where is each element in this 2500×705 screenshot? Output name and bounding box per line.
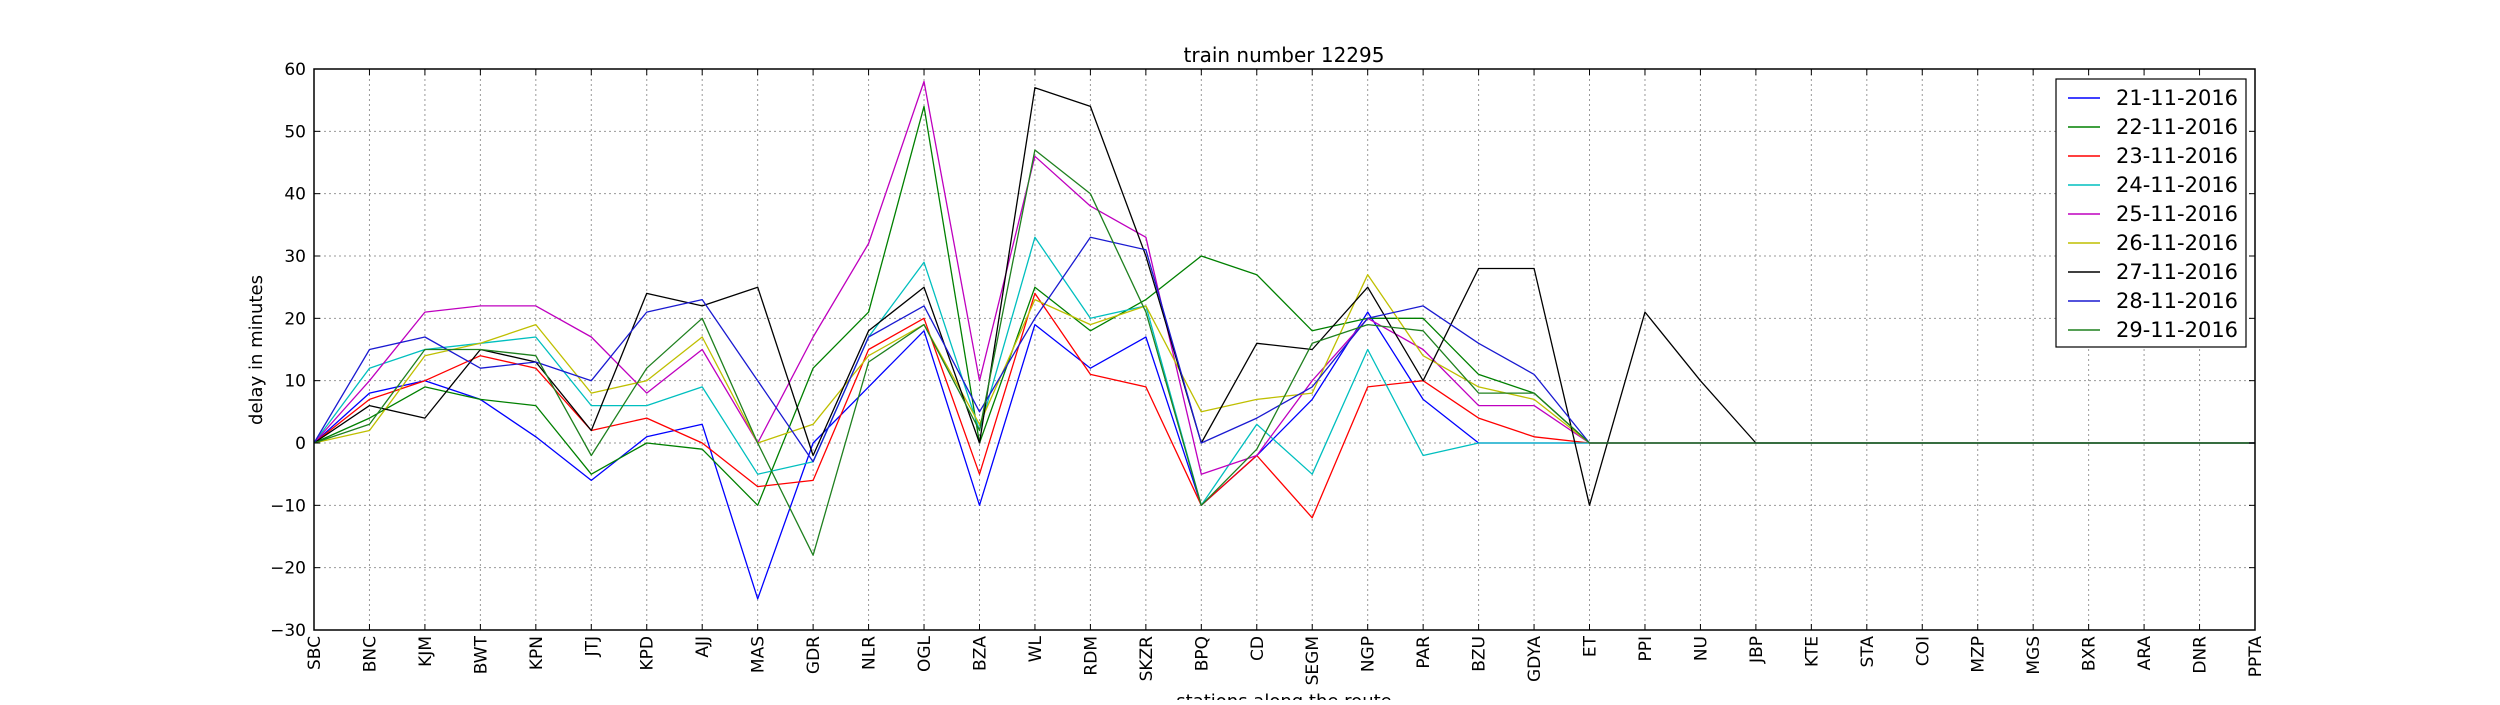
legend-entry-label: 24-11-2016	[2116, 173, 2238, 197]
y-tick-label: 50	[284, 122, 306, 142]
plot-frame	[313, 68, 2256, 631]
y-tick-label: 40	[284, 185, 306, 205]
legend-entry-label: 25-11-2016	[2116, 202, 2238, 226]
x-tick-label: WL	[1026, 635, 1046, 662]
series-line-25-11-2016	[313, 80, 2255, 475]
series-line-29-11-2016	[313, 149, 2255, 556]
x-tick-label: JBP	[1747, 636, 1767, 664]
x-tick-label: PPTA	[2246, 636, 2266, 678]
x-tick-label: MZP	[1969, 636, 1989, 673]
x-tick-label: PPI	[1636, 636, 1656, 662]
y-tick-label: 60	[284, 60, 306, 80]
x-axis-label: stations along the route	[1176, 691, 1391, 700]
series-line-24-11-2016	[313, 236, 2255, 506]
y-axis-label: delay in minutes	[246, 275, 267, 425]
x-tick-label: BZA	[970, 636, 990, 671]
x-tick-label: BNC	[360, 636, 380, 672]
x-tick-label: NLR	[860, 636, 880, 670]
legend-frame	[2055, 78, 2247, 348]
x-tick-label: STA	[1858, 636, 1878, 668]
x-tick-label: MAS	[749, 636, 769, 673]
y-tick-label: −10	[270, 496, 306, 516]
x-tick-label: PAR	[1414, 636, 1434, 669]
x-tick-label: DNR	[2191, 636, 2211, 674]
legend-entry-label: 29-11-2016	[2116, 318, 2238, 342]
legend-entry-label: 21-11-2016	[2116, 86, 2238, 110]
y-tick-label: 0	[295, 434, 306, 454]
x-tick-label: ARA	[2135, 636, 2155, 671]
x-tick-label: MGS	[2024, 636, 2044, 675]
x-tick-label: ET	[1581, 635, 1601, 657]
y-axis-ticks: 60 50 40 30 20 10 0 −10 −20 −30	[270, 60, 2255, 641]
x-tick-label: BZU	[1470, 636, 1490, 672]
x-tick-label: RDM	[1081, 636, 1101, 676]
grid	[314, 69, 2255, 630]
x-tick-label: NU	[1691, 636, 1711, 661]
legend-entry-label: 23-11-2016	[2116, 144, 2238, 168]
series-line-21-11-2016	[313, 311, 2255, 600]
legend-entry-label: 27-11-2016	[2116, 260, 2238, 284]
legend: 21-11-2016 22-11-2016 23-11-2016 24-11-2016…	[2055, 78, 2247, 348]
x-tick-label: JTJ	[582, 636, 602, 657]
y-tick-label: −20	[270, 559, 306, 579]
x-tick-label: GDR	[804, 636, 824, 674]
x-tick-label: GDYA	[1525, 636, 1545, 682]
x-tick-label: KJM	[416, 636, 436, 667]
x-tick-label: BXR	[2080, 636, 2100, 671]
x-tick-label: BWT	[471, 635, 491, 674]
x-tick-label: KPN	[527, 636, 547, 670]
legend-entry-label: 28-11-2016	[2116, 289, 2238, 313]
x-tick-label: SEGM	[1303, 636, 1323, 685]
x-tick-label: SBC	[305, 636, 325, 670]
legend-entry-label: 22-11-2016	[2116, 115, 2238, 139]
x-tick-label: COI	[1913, 636, 1933, 666]
x-tick-label: SKZR	[1137, 636, 1157, 682]
legend-entry-label: 26-11-2016	[2116, 231, 2238, 255]
y-tick-label: −30	[270, 621, 306, 641]
x-tick-label: AJJ	[693, 636, 713, 658]
x-tick-label: BPQ	[1192, 636, 1212, 671]
x-tick-label: OGL	[915, 635, 935, 672]
x-tick-label: CD	[1248, 636, 1268, 661]
y-tick-label: 10	[284, 372, 306, 392]
y-tick-label: 30	[284, 247, 306, 267]
series-line-22-11-2016	[313, 105, 2255, 506]
series-lines	[313, 80, 2255, 600]
x-tick-label: KPD	[638, 636, 658, 671]
y-tick-label: 20	[284, 309, 306, 329]
x-tick-label: KTE	[1802, 636, 1822, 667]
chart-title: train number 12295	[1184, 43, 1385, 67]
x-tick-label: NGP	[1359, 636, 1379, 672]
x-axis-ticks: SBC BNC KJM BWT KPN JTJ KPD AJJ MAS GDR NLR OGL BZA W…	[305, 69, 2266, 685]
